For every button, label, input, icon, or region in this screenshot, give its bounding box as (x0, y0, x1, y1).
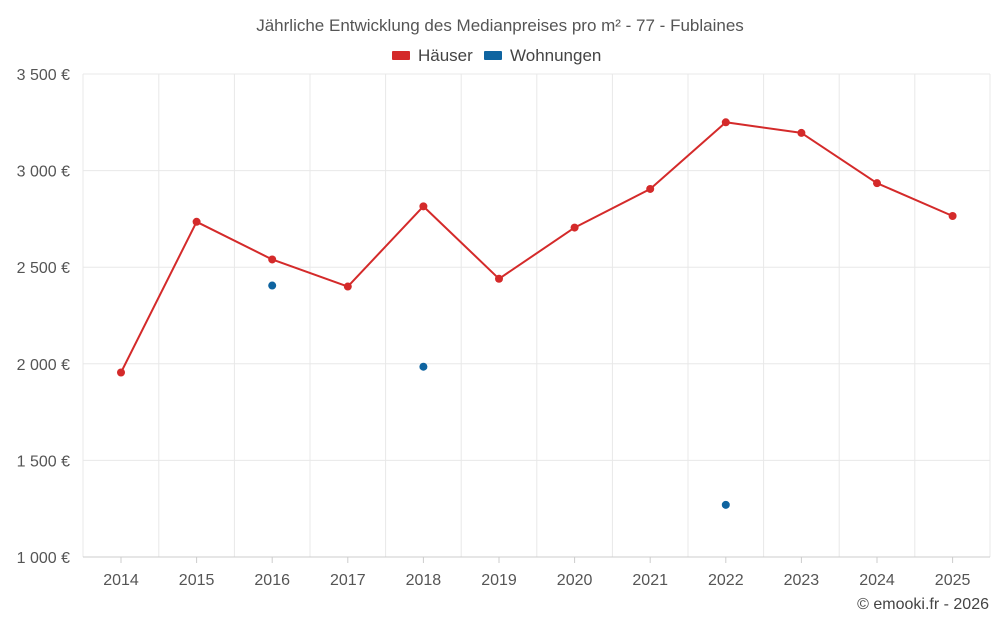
x-tick-label: 2016 (254, 572, 290, 589)
legend-item-houses[interactable]: Häuser (392, 46, 473, 65)
data-point-houses[interactable] (192, 217, 201, 226)
y-tick-label: 1 500 € (17, 453, 70, 470)
data-point-houses[interactable] (343, 282, 352, 291)
data-point-houses[interactable] (570, 223, 579, 232)
grid (82, 73, 991, 558)
chart-title: Jährliche Entwicklung des Medianpreises … (256, 16, 744, 35)
legend-label-houses: Häuser (418, 46, 473, 65)
series-houses (117, 118, 957, 377)
data-point-houses[interactable] (495, 274, 503, 283)
y-tick-label: 2 500 € (17, 260, 70, 277)
x-tick-label: 2025 (935, 572, 971, 589)
x-tick-label: 2018 (406, 572, 442, 589)
y-axis: 1 000 € 1 500 € 2 000 € 2 500 € 3 000 € 3 500… (17, 67, 70, 567)
legend-label-apartments: Wohnungen (510, 46, 601, 65)
x-tick-label: 2020 (557, 572, 593, 589)
y-tick-label: 3 000 € (17, 164, 70, 181)
x-tick-label: 2015 (179, 572, 215, 589)
legend-item-apartments[interactable]: Wohnungen (484, 46, 601, 65)
x-tick-label: 2019 (481, 572, 517, 589)
credit-text: © emooki.fr - 2026 (857, 596, 989, 613)
x-tick-label: 2014 (103, 572, 139, 589)
data-point-houses[interactable] (797, 128, 806, 137)
series (117, 118, 957, 509)
series-apartments (268, 281, 730, 509)
data-point-houses[interactable] (873, 179, 881, 188)
x-axis: 2014 2015 2016 2017 2018 2019 2020 2021 2022 2023… (83, 556, 990, 589)
y-tick-label: 3 500 € (17, 67, 70, 84)
legend: Häuser Wohnungen (392, 46, 601, 65)
y-tick-label: 2 000 € (17, 357, 70, 374)
data-point-houses[interactable] (268, 255, 277, 264)
data-point-apartments[interactable] (268, 281, 277, 290)
data-point-houses[interactable] (419, 202, 428, 211)
series-line-houses (120, 121, 953, 373)
y-tick-label: 1 000 € (17, 550, 70, 567)
data-point-houses[interactable] (948, 212, 957, 221)
data-point-houses[interactable] (646, 184, 655, 193)
x-tick-label: 2022 (708, 572, 744, 589)
data-point-houses[interactable] (117, 368, 125, 377)
legend-swatch-houses (392, 51, 410, 60)
data-point-houses[interactable] (721, 118, 730, 127)
x-tick-label: 2024 (859, 572, 895, 589)
x-tick-label: 2023 (784, 572, 820, 589)
data-point-apartments[interactable] (419, 362, 428, 371)
legend-swatch-apartments (484, 51, 502, 60)
data-point-apartments[interactable] (721, 500, 730, 509)
x-tick-label: 2017 (330, 572, 366, 589)
x-tick-label: 2021 (632, 572, 668, 589)
